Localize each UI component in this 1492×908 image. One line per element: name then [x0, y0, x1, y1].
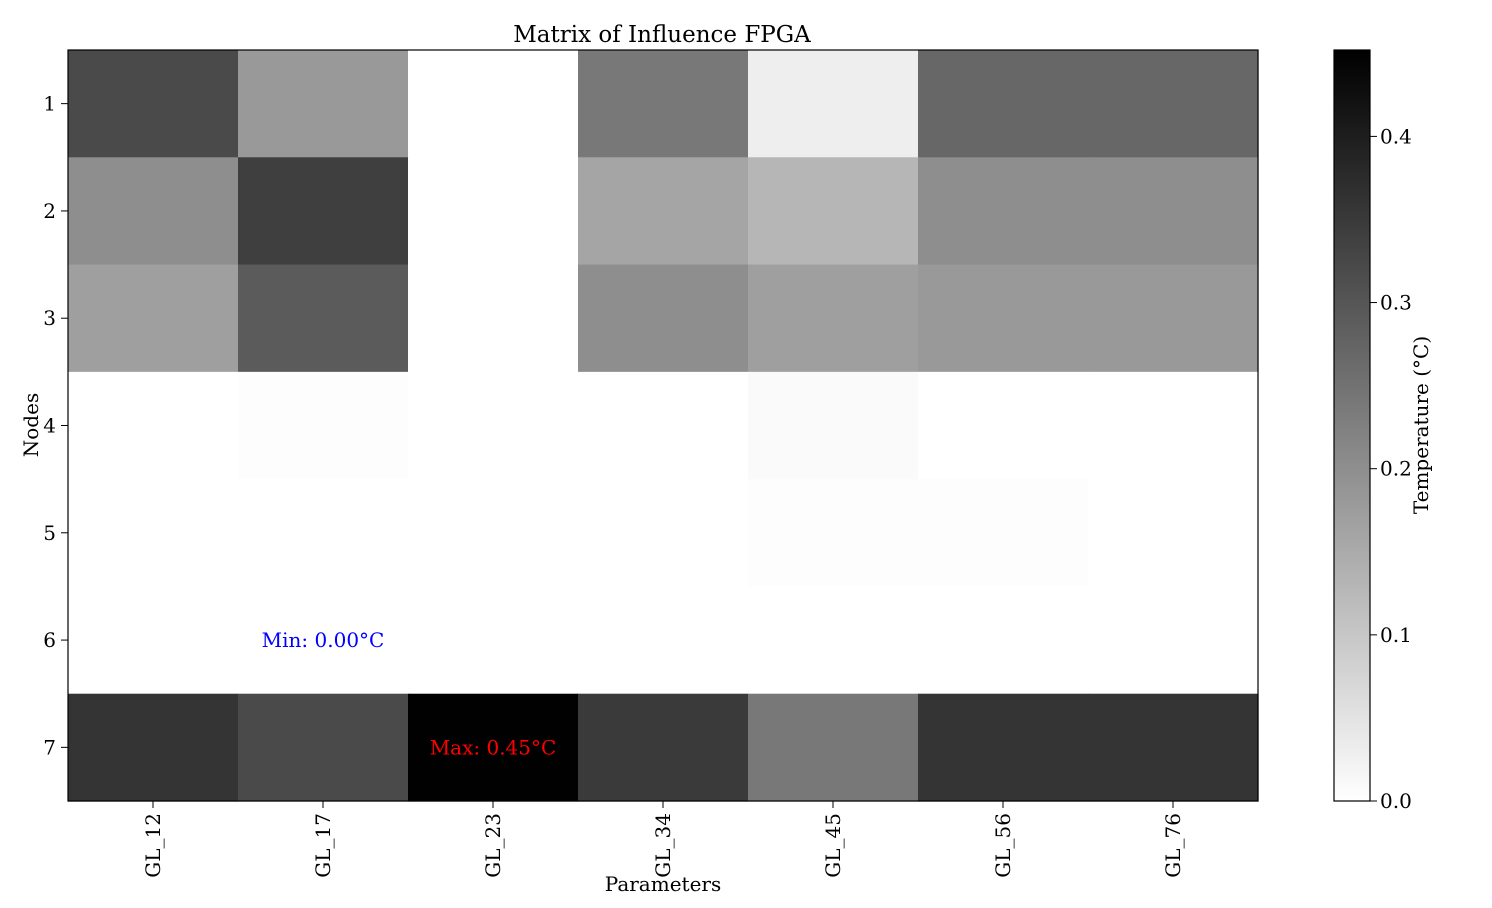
heatmap-cell — [578, 586, 749, 695]
heatmap-cell — [1088, 264, 1259, 373]
x-axis-label: Parameters — [605, 872, 721, 896]
colorbar-tick-label: 0.1 — [1380, 623, 1412, 647]
heatmap-cell — [918, 479, 1089, 588]
heatmap-cell — [578, 371, 749, 480]
heatmap-cell — [68, 50, 239, 158]
y-tick-label: 2 — [43, 199, 56, 223]
y-tick-label: 1 — [43, 92, 56, 116]
heatmap-cell — [408, 371, 579, 480]
y-tick-label: 5 — [43, 521, 56, 545]
x-tick-label: GL_34 — [651, 813, 675, 878]
heatmap-cells — [68, 50, 1259, 802]
y-axis-ticks: 1 2 3 4 5 6 7 — [43, 92, 68, 759]
heatmap-cell — [578, 693, 749, 802]
cell-annotations: Min: 0.00°C Max: 0.45°C — [262, 628, 557, 759]
x-tick-label: GL_76 — [1161, 813, 1185, 878]
heatmap-cell — [748, 264, 919, 373]
heatmap-cell — [238, 50, 409, 158]
heatmap-cell — [578, 264, 749, 373]
heatmap-cell — [1088, 157, 1259, 266]
heatmap-cell — [1088, 586, 1259, 695]
heatmap-cell — [68, 586, 239, 695]
x-axis-ticks: GL_12 GL_17 GL_23 GL_34 GL_45 GL_56 GL_76 — [141, 801, 1185, 878]
y-tick-label: 4 — [43, 414, 56, 438]
heatmap-cell — [918, 50, 1089, 158]
heatmap-cell — [748, 157, 919, 266]
heatmap-cell — [918, 371, 1089, 480]
heatmap-cell — [238, 371, 409, 480]
heatmap-cell — [408, 50, 579, 158]
colorbar-label: Temperature (°C) — [1409, 336, 1433, 514]
heatmap-cell — [748, 50, 919, 158]
heatmap-cell — [408, 693, 579, 802]
heatmap-cell — [68, 371, 239, 480]
heatmap-cell — [238, 264, 409, 373]
heatmap-cell — [408, 157, 579, 266]
heatmap-cell — [748, 693, 919, 802]
colorbar-tick-label: 0.4 — [1380, 124, 1412, 148]
heatmap-cell — [578, 479, 749, 588]
heatmap-cell — [918, 693, 1089, 802]
heatmap-cell — [238, 586, 409, 695]
heatmap-cell — [238, 157, 409, 266]
colorbar — [1333, 49, 1371, 802]
chart-title: Matrix of Influence FPGA — [513, 22, 811, 48]
heatmap-cell — [68, 693, 239, 802]
x-tick-label: GL_17 — [311, 813, 335, 878]
heatmap-cell — [918, 157, 1089, 266]
heatmap-cell — [238, 693, 409, 802]
max-annotation: Max: 0.45°C — [430, 735, 557, 759]
y-tick-label: 3 — [43, 306, 56, 330]
y-tick-label: 7 — [43, 735, 56, 759]
heatmap-cell — [918, 586, 1089, 695]
heatmap-cell — [578, 50, 749, 158]
heatmap-cell — [918, 264, 1089, 373]
y-tick-label: 6 — [43, 628, 56, 652]
heatmap-cell — [748, 479, 919, 588]
heatmap-cell — [1088, 371, 1259, 480]
colorbar-tick-label: 0.3 — [1380, 291, 1412, 315]
heatmap-cell — [408, 586, 579, 695]
heatmap-cell — [578, 157, 749, 266]
heatmap-cell — [68, 264, 239, 373]
heatmap-cell — [408, 479, 579, 588]
colorbar-tick-label: 0.2 — [1380, 457, 1412, 481]
heatmap-cell — [748, 371, 919, 480]
heatmap-cell — [68, 157, 239, 266]
colorbar-tick-label: 0.0 — [1380, 789, 1412, 813]
heatmap-cell — [238, 479, 409, 588]
x-tick-label: GL_23 — [481, 813, 505, 878]
min-annotation: Min: 0.00°C — [262, 628, 385, 652]
x-tick-label: GL_45 — [821, 813, 845, 878]
y-axis-label: Nodes — [19, 393, 43, 457]
heatmap-cell — [748, 586, 919, 695]
heatmap-cell — [1088, 50, 1259, 158]
heatmap-cell — [1088, 479, 1259, 588]
colorbar-ticks: 0.0 0.1 0.2 0.3 0.4 — [1370, 124, 1412, 813]
x-tick-label: GL_12 — [141, 813, 165, 878]
x-tick-label: GL_56 — [991, 813, 1015, 878]
heatmap-cell — [1088, 693, 1259, 802]
heatmap-cell — [408, 264, 579, 373]
heatmap-cell — [68, 479, 239, 588]
